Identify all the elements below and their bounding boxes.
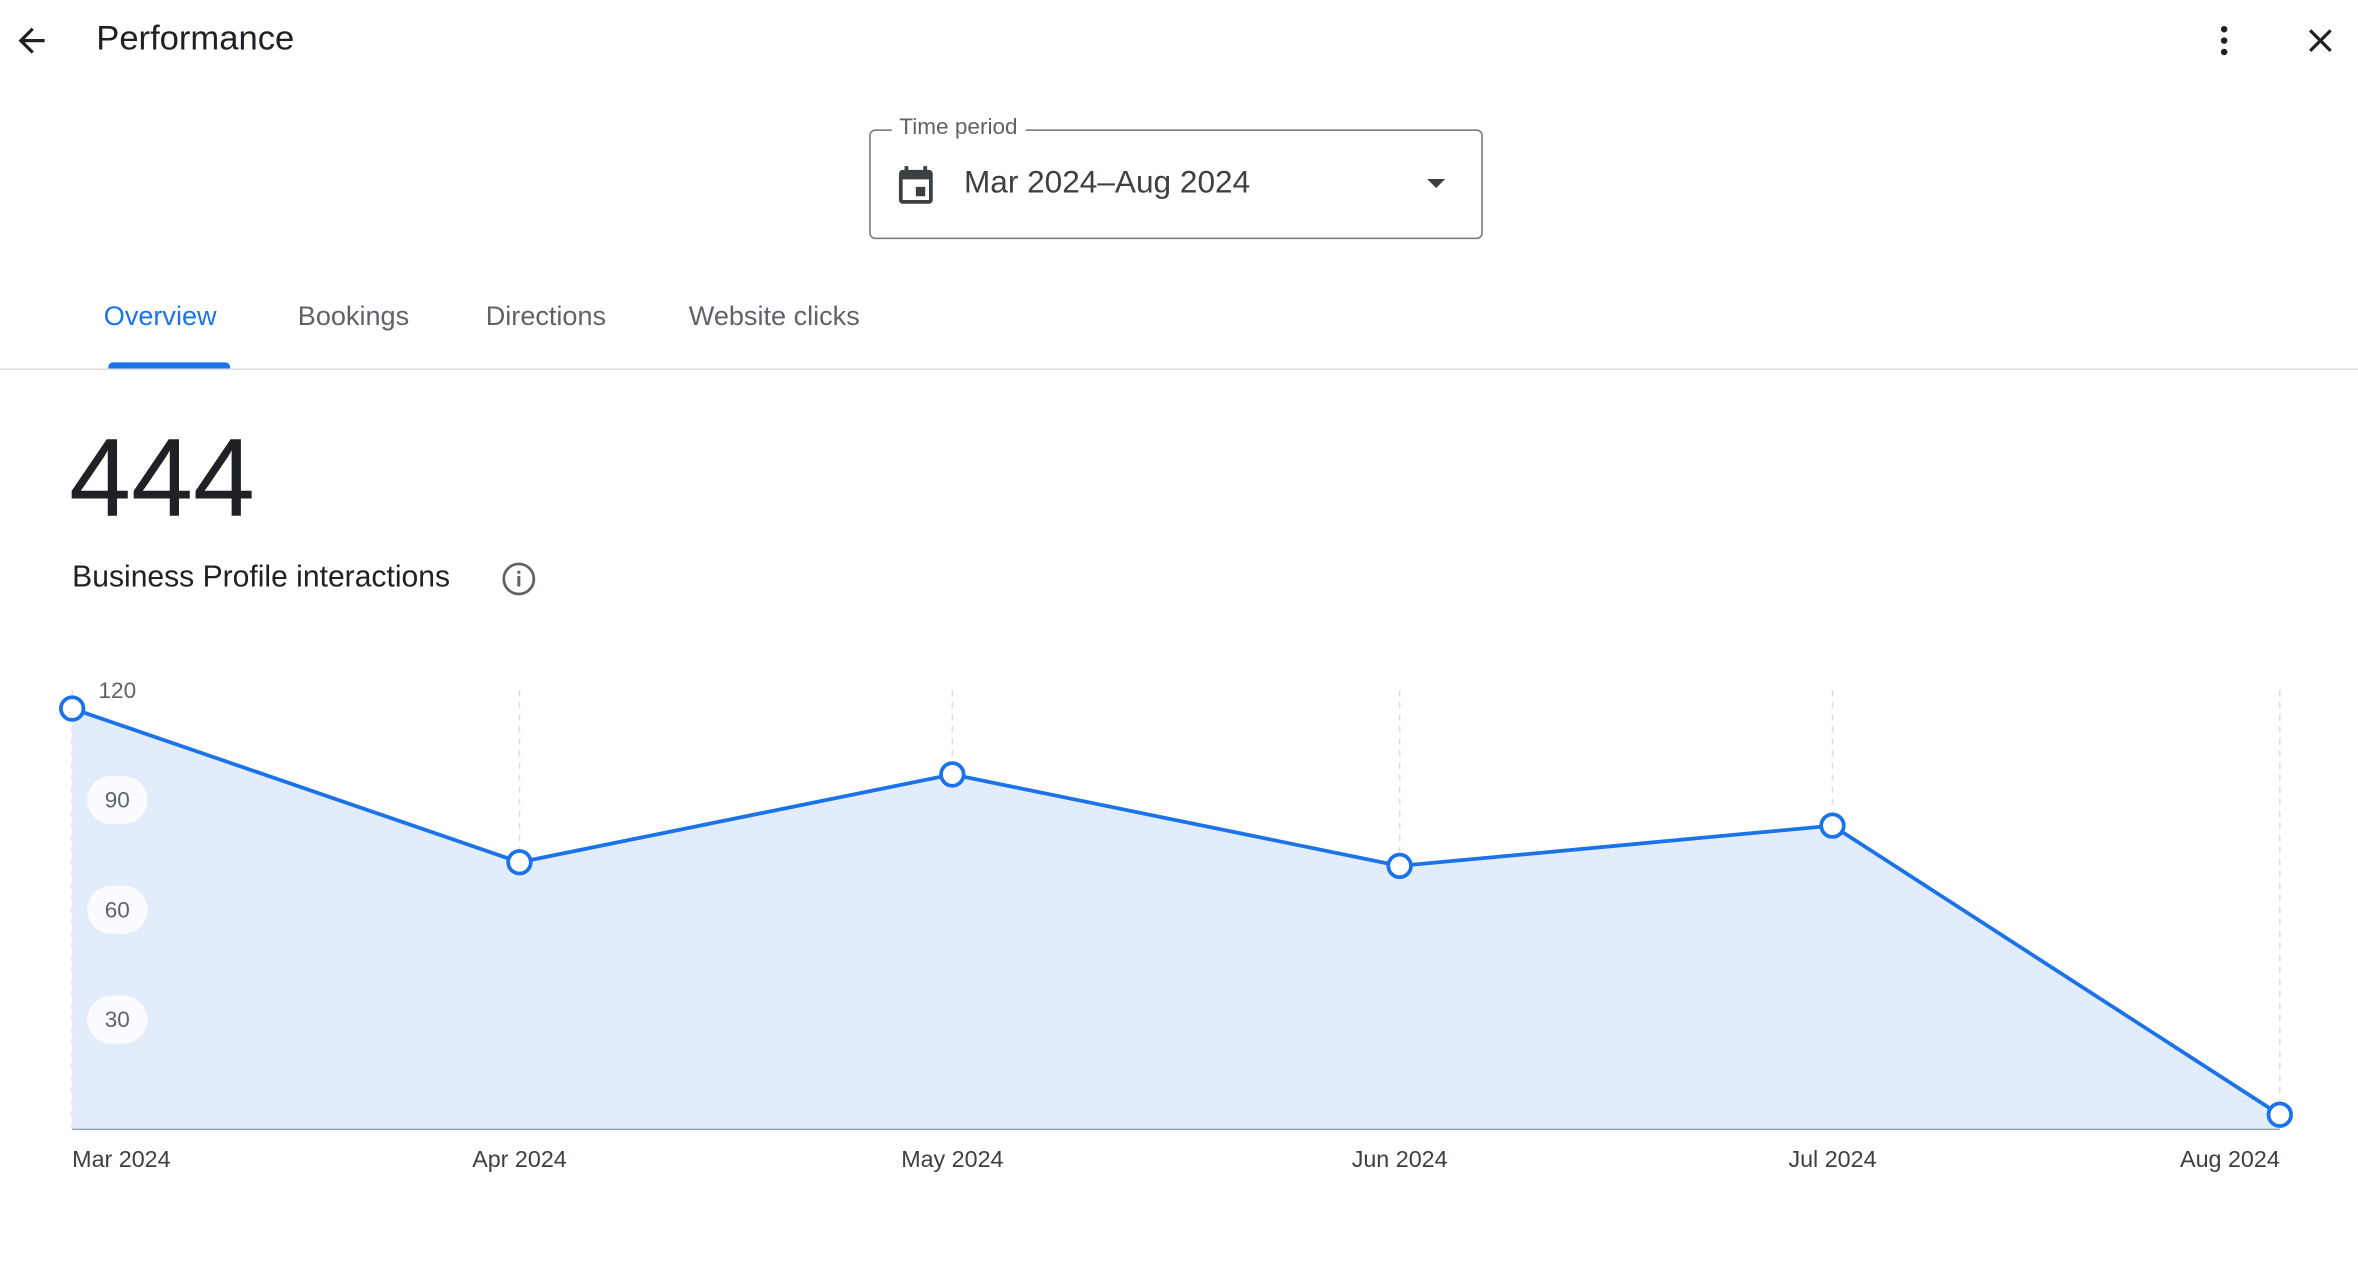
x-tick-label: Aug 2024	[2180, 1146, 2280, 1172]
line	[71, 706, 2281, 1117]
x-tick-label: Apr 2024	[472, 1146, 567, 1172]
total-label: Business Profile interactions	[72, 560, 450, 595]
y-tick-label: 30	[105, 1007, 130, 1032]
active-tab-indicator	[108, 362, 231, 369]
time-period-select[interactable]	[869, 129, 1483, 240]
point	[1819, 812, 1846, 839]
y-tick-label: 120	[98, 678, 136, 703]
area	[72, 708, 2280, 1130]
tab[interactable]: Bookings	[297, 300, 410, 331]
close-button[interactable]	[2301, 21, 2340, 60]
time-period-label: Time period	[891, 114, 1026, 140]
total-value: 444	[69, 415, 255, 540]
point	[939, 761, 966, 788]
point	[506, 849, 533, 876]
back-button[interactable]	[12, 21, 51, 60]
y-tick-pill	[87, 775, 148, 825]
x-tick-label: Jun 2024	[1352, 1146, 1448, 1172]
dropdown-arrow	[1427, 178, 1446, 188]
tab[interactable]: Overview	[103, 300, 217, 331]
y-tick-pill	[87, 885, 148, 934]
x-tick-label: Mar 2024	[72, 1146, 170, 1172]
page-title: Performance	[96, 18, 295, 58]
point	[59, 695, 86, 722]
x-tick-label: May 2024	[901, 1146, 1003, 1172]
y-tick-pill	[87, 995, 148, 1044]
point	[2266, 1101, 2293, 1128]
tab[interactable]: Directions	[485, 300, 607, 331]
y-tick-label: 90	[105, 788, 130, 813]
x-tick-label: Jul 2024	[1788, 1146, 1876, 1172]
calendar-icon	[898, 166, 933, 204]
y-tick-label: 60	[105, 897, 130, 922]
more-button[interactable]	[2205, 21, 2244, 60]
tab[interactable]: Website clicks	[688, 300, 860, 331]
info-icon[interactable]	[501, 561, 537, 597]
divider	[0, 368, 2358, 370]
point	[1386, 852, 1413, 880]
time-period-value: Mar 2024–Aug 2024	[963, 165, 1251, 201]
